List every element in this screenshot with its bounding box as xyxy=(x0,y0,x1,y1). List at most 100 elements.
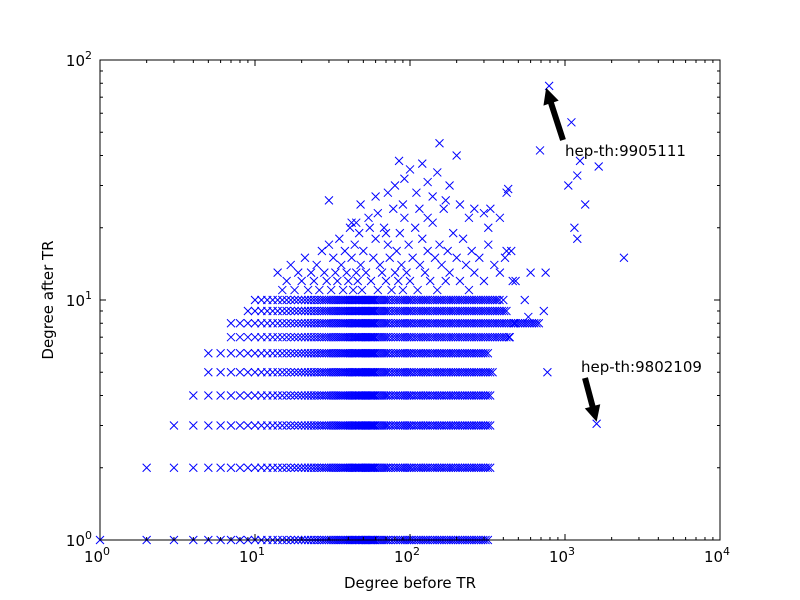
data-point xyxy=(423,213,433,223)
data-point xyxy=(203,367,213,377)
data-point xyxy=(216,391,225,400)
data-point xyxy=(495,268,505,278)
data-point xyxy=(402,295,412,305)
data-point xyxy=(368,348,378,358)
data-point xyxy=(469,306,479,316)
data-point xyxy=(435,332,444,342)
data-point xyxy=(455,276,465,286)
data-point xyxy=(243,318,253,328)
data-point xyxy=(452,253,462,263)
data-point xyxy=(250,306,260,316)
data-point xyxy=(520,318,530,328)
data-point xyxy=(326,463,336,473)
data-point xyxy=(235,332,245,342)
data-point xyxy=(416,348,426,358)
data-point xyxy=(169,463,179,473)
data-point xyxy=(580,200,590,209)
data-point xyxy=(417,234,427,244)
data-point xyxy=(243,306,253,316)
data-point xyxy=(371,332,380,342)
data-point xyxy=(297,276,307,286)
data-point xyxy=(444,348,454,358)
data-point xyxy=(505,332,515,342)
data-point xyxy=(398,348,408,358)
data-point xyxy=(446,391,456,400)
data-point xyxy=(324,391,334,400)
data-point xyxy=(400,332,410,342)
data-point xyxy=(396,318,405,328)
data-point xyxy=(490,318,500,328)
data-point xyxy=(300,421,310,430)
data-point xyxy=(293,295,303,305)
data-point xyxy=(462,391,472,400)
data-point xyxy=(483,223,493,233)
data-point xyxy=(290,295,299,305)
annotation-arrow xyxy=(582,377,601,422)
data-point xyxy=(216,348,225,358)
data-point xyxy=(368,421,378,430)
data-point xyxy=(455,463,465,473)
data-point xyxy=(398,295,408,305)
data-point xyxy=(388,204,398,214)
data-point xyxy=(435,295,444,305)
data-point xyxy=(373,318,383,328)
data-point xyxy=(368,463,378,473)
data-point xyxy=(400,348,410,358)
data-point xyxy=(458,234,468,244)
data-point xyxy=(343,276,353,286)
data-point xyxy=(226,421,236,430)
data-point xyxy=(435,421,444,430)
data-point xyxy=(467,246,477,256)
data-point xyxy=(277,318,287,328)
data-point xyxy=(444,306,454,316)
x-tick-label: 104 xyxy=(704,545,730,566)
data-point xyxy=(373,295,383,305)
data-point xyxy=(188,463,198,473)
data-point xyxy=(250,367,260,377)
data-point xyxy=(381,276,391,286)
data-point xyxy=(465,367,474,377)
data-point xyxy=(419,295,428,305)
data-point xyxy=(479,208,489,218)
data-point xyxy=(347,253,356,263)
data-point xyxy=(226,318,236,328)
data-point xyxy=(442,421,451,430)
data-point xyxy=(188,421,198,430)
data-point xyxy=(465,463,474,473)
data-point xyxy=(453,463,463,473)
data-point xyxy=(451,306,460,316)
data-point xyxy=(364,213,373,223)
data-point xyxy=(474,253,484,263)
data-point xyxy=(504,332,514,342)
data-point xyxy=(331,268,340,278)
data-point xyxy=(277,348,287,358)
data-point xyxy=(448,228,458,238)
data-point xyxy=(432,306,442,316)
data-point xyxy=(492,295,502,305)
data-point xyxy=(455,318,465,328)
data-point xyxy=(326,295,336,305)
data-point xyxy=(481,348,490,358)
data-point xyxy=(414,421,424,430)
data-point xyxy=(416,318,426,328)
data-point xyxy=(379,391,389,400)
data-point xyxy=(216,421,225,430)
data-point xyxy=(469,463,479,473)
data-point xyxy=(420,268,430,278)
data-point xyxy=(293,318,303,328)
data-point xyxy=(478,348,488,358)
data-point xyxy=(396,295,405,305)
data-point xyxy=(371,391,380,400)
data-point xyxy=(319,268,329,278)
data-point xyxy=(286,367,296,377)
data-point xyxy=(460,348,470,358)
data-point xyxy=(442,306,451,316)
data-point xyxy=(383,240,393,250)
data-point xyxy=(368,391,378,400)
data-point xyxy=(322,421,332,430)
data-point xyxy=(357,285,367,295)
data-point xyxy=(373,208,383,218)
data-point xyxy=(469,348,479,358)
data-point xyxy=(446,306,456,316)
data-point xyxy=(430,332,440,342)
